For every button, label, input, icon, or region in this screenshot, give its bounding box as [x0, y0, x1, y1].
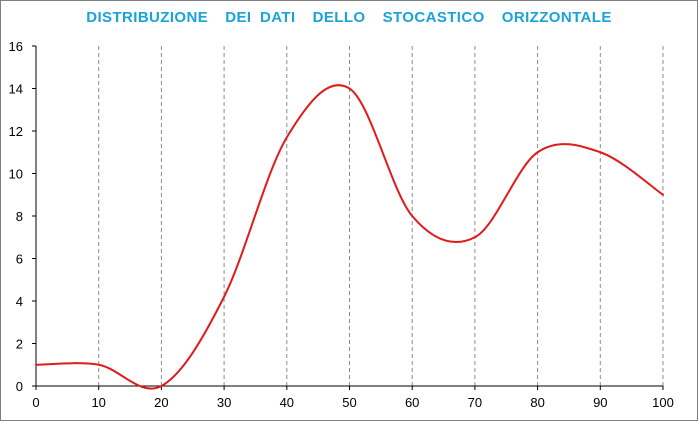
- x-tick-label-50: 50: [342, 395, 356, 410]
- x-tick-label-0: 0: [32, 395, 39, 410]
- x-tick-label-20: 20: [154, 395, 168, 410]
- x-tick-label-100: 100: [652, 395, 674, 410]
- chart-title: DISTRIBUZIONE DEI DATI DELLO STOCASTICO …: [86, 9, 612, 26]
- y-tick-label-16: 16: [9, 39, 23, 54]
- x-tick-label-30: 30: [217, 395, 231, 410]
- y-tick-label-2: 2: [16, 337, 23, 352]
- y-tick-label-14: 14: [9, 82, 23, 97]
- y-tick-label-12: 12: [9, 124, 23, 139]
- x-tick-labels: 0 10 20 30 40 50 60 70 80 90 100: [32, 395, 673, 410]
- x-tick-label-90: 90: [593, 395, 607, 410]
- axes: [32, 45, 664, 390]
- series-line-0: [35, 84, 664, 390]
- x-tick-label-10: 10: [91, 395, 105, 410]
- x-tick-label-80: 80: [530, 395, 544, 410]
- y-tick-label-10: 10: [9, 167, 23, 182]
- y-tick-label-4: 4: [16, 294, 23, 309]
- y-tick-label-8: 8: [16, 209, 23, 224]
- x-tick-label-40: 40: [280, 395, 294, 410]
- x-tick-label-60: 60: [405, 395, 419, 410]
- y-tick-label-0: 0: [16, 379, 23, 394]
- y-tick-label-6: 6: [16, 252, 23, 267]
- series-lines: [35, 84, 664, 390]
- grid-lines: [98, 46, 664, 386]
- x-tick-label-70: 70: [468, 395, 482, 410]
- y-tick-labels: 0 2 4 6 8 10 12 14 16: [9, 39, 23, 394]
